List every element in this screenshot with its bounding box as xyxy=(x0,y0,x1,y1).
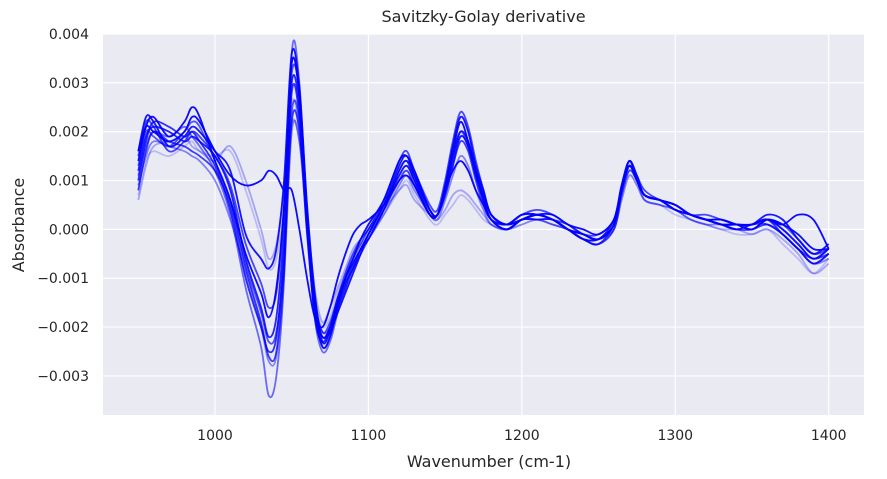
series-lines xyxy=(137,39,830,399)
spectrum-line-12 xyxy=(137,115,830,329)
x-tick-label: 1200 xyxy=(504,428,540,444)
chart-title: Savitzky-Golay derivative xyxy=(381,7,585,26)
y-axis-label: Absorbance xyxy=(9,178,28,273)
x-tick-label: 1300 xyxy=(657,428,693,444)
grid xyxy=(103,33,864,415)
spectrum-line-6 xyxy=(137,63,830,334)
x-tick-label: 1100 xyxy=(351,428,387,444)
y-tick-label: 0.004 xyxy=(49,27,89,43)
y-tick-labels: −0.003 −0.002 −0.001 0.000 0.001 0.002 0.003 0.… xyxy=(37,27,89,385)
x-tick-label: 1000 xyxy=(197,428,233,444)
x-tick-label: 1400 xyxy=(811,428,847,444)
y-tick-label: 0.002 xyxy=(49,125,89,141)
y-tick-label: −0.002 xyxy=(37,320,89,336)
y-tick-label: −0.003 xyxy=(37,369,89,385)
y-tick-label: 0.003 xyxy=(49,76,89,92)
y-tick-label: 0.000 xyxy=(49,222,89,238)
x-axis-label: Wavenumber (cm-1) xyxy=(407,452,571,471)
y-tick-label: 0.001 xyxy=(49,174,89,190)
x-tick-labels: 1000 1100 1200 1300 1400 xyxy=(197,428,846,444)
spectrum-line-11 xyxy=(137,98,830,329)
y-tick-label: −0.001 xyxy=(37,271,89,287)
